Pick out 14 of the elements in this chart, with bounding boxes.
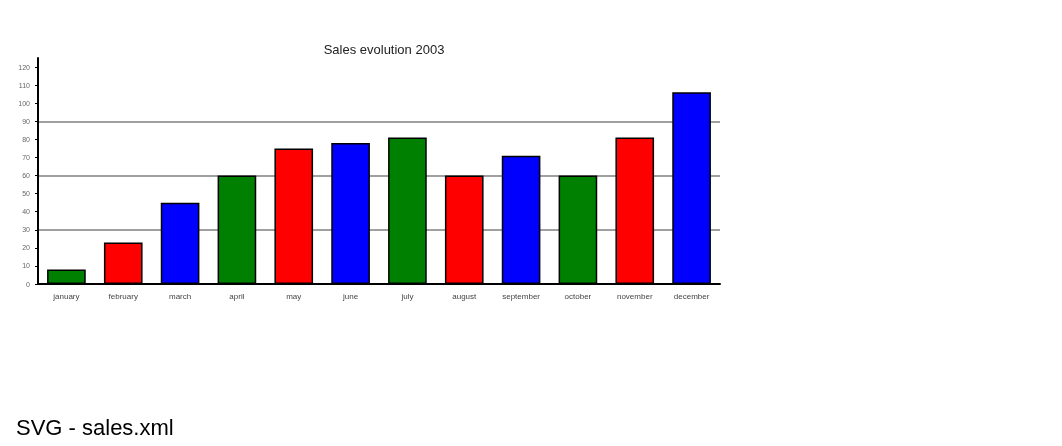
x-tick-label: february [108, 291, 138, 301]
x-tick-label: august [452, 291, 478, 301]
x-tick-label: november [616, 291, 653, 301]
x-tick-label: october [564, 291, 592, 301]
chart-title: Sales evolution 2003 [323, 42, 445, 57]
x-tick-label: march [168, 291, 192, 301]
x-tick-label: may [286, 291, 302, 301]
x-tick-label: june [342, 291, 359, 301]
x-tick-label: september [502, 291, 541, 301]
x-tick-label: december [673, 291, 710, 301]
text: SVG - sales.xml [16, 414, 174, 440]
x-tick-label: july [400, 291, 414, 301]
x-tick-label: april [229, 291, 245, 301]
x-tick-label: january [52, 291, 80, 301]
